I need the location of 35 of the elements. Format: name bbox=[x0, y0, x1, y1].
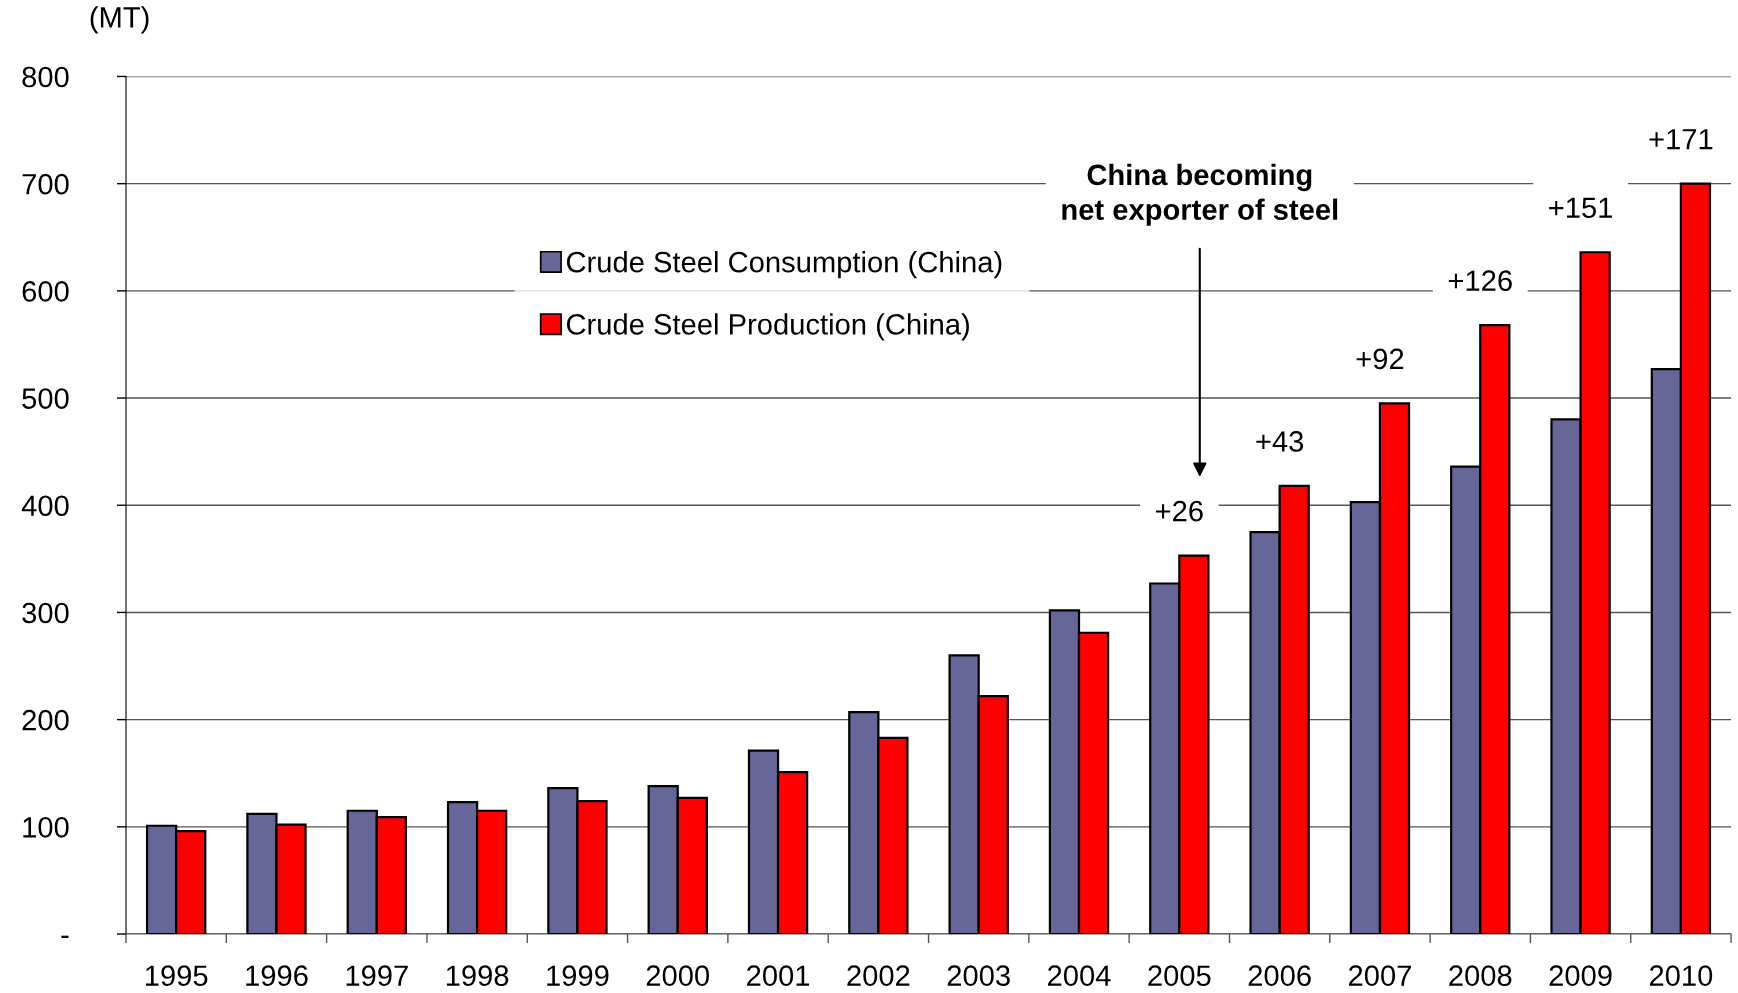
annotation: +126 bbox=[1448, 270, 1512, 291]
y-tick-label: 600 bbox=[22, 281, 69, 302]
x-tick-label: 2004 bbox=[1048, 965, 1111, 986]
x-tick-label: 2005 bbox=[1148, 965, 1211, 986]
y-tick-label: - bbox=[61, 935, 69, 938]
x-tick-label: 1997 bbox=[346, 965, 408, 986]
x-tick-label: 2003 bbox=[947, 965, 1010, 986]
annotation: +43 bbox=[1256, 431, 1304, 452]
x-tick-label: 2001 bbox=[747, 965, 810, 986]
annotation: +171 bbox=[1649, 129, 1713, 150]
x-tick-label: 1998 bbox=[446, 965, 509, 986]
y-axis-title: (MT) bbox=[90, 6, 149, 34]
y-tick-label: 300 bbox=[22, 602, 69, 624]
x-tick-label: 2008 bbox=[1449, 965, 1512, 986]
y-tick-label: 500 bbox=[22, 388, 69, 409]
y-tick-label: 800 bbox=[22, 66, 69, 88]
x-tick-label: 1995 bbox=[145, 965, 208, 986]
x-tick-label: 2010 bbox=[1649, 965, 1713, 986]
annotation: +151 bbox=[1549, 197, 1612, 219]
x-tick-label: 2002 bbox=[847, 965, 910, 986]
y-tick-label: 400 bbox=[21, 495, 69, 517]
y-tick-label: 200 bbox=[22, 709, 69, 731]
x-tick-label: 1999 bbox=[547, 965, 609, 986]
annotation: +92 bbox=[1356, 348, 1404, 370]
x-tick-label: 1996 bbox=[246, 965, 308, 986]
y-tick-label: 100 bbox=[23, 817, 69, 838]
annotation: China becoming net exporter of steel bbox=[1062, 163, 1338, 226]
y-tick-label: 700 bbox=[22, 173, 69, 195]
legend-label: Crude Steel Production (China) bbox=[566, 313, 969, 341]
annotation: +26 bbox=[1156, 500, 1203, 522]
x-tick-label: 2006 bbox=[1248, 965, 1311, 986]
legend-label: Crude Steel Consumption (China) bbox=[566, 251, 1002, 279]
x-tick-label: 2009 bbox=[1549, 965, 1612, 986]
x-tick-label: 2007 bbox=[1348, 965, 1411, 986]
x-tick-label: 2000 bbox=[646, 965, 710, 986]
